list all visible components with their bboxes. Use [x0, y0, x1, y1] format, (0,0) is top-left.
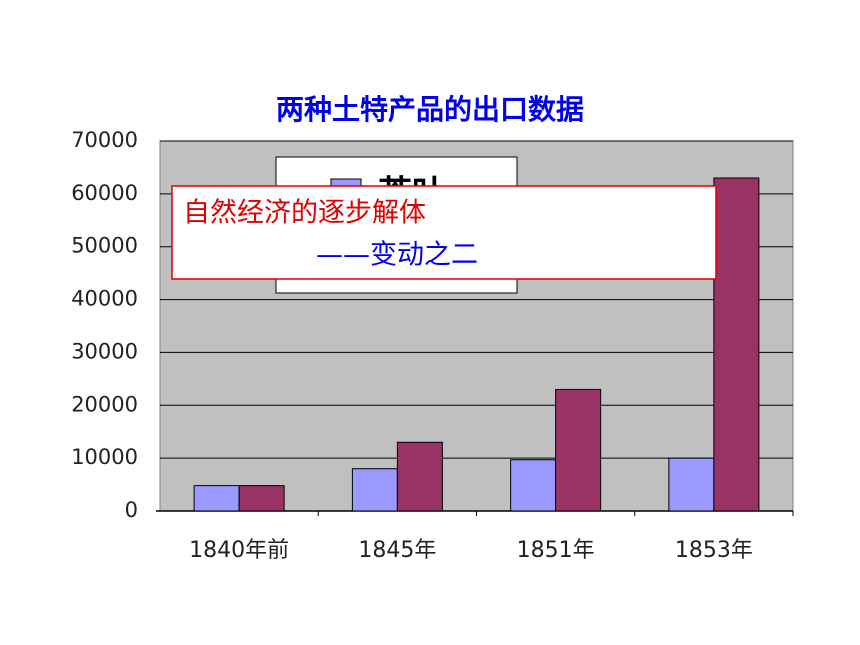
y-tick-label: 50000 — [71, 234, 138, 258]
bar — [351, 468, 398, 512]
bar — [510, 459, 557, 512]
annotation-box — [171, 185, 717, 280]
chart-title: 两种土特产品的出口数据 — [276, 93, 584, 126]
bar — [238, 485, 285, 512]
y-tick-label: 40000 — [71, 287, 138, 311]
y-tick-label: 0 — [125, 498, 138, 522]
annotation: ——变动之二 — [316, 240, 478, 271]
x-tick-label: 1853年 — [675, 538, 753, 563]
x-tick-label: 1845年 — [358, 538, 436, 563]
annotation: 自然经济的逐步解体 — [183, 198, 426, 229]
y-tick-label: 10000 — [71, 445, 138, 469]
bar — [396, 441, 443, 512]
y-tick-label: 70000 — [71, 128, 138, 152]
x-tick-label: 1851年 — [517, 538, 595, 563]
bar — [555, 388, 602, 512]
y-tick-label: 30000 — [71, 339, 138, 363]
y-tick-label: 60000 — [71, 181, 138, 205]
bar — [713, 177, 760, 512]
x-tick-label: 1840年前 — [189, 538, 289, 563]
bar — [193, 485, 240, 512]
y-tick-label: 20000 — [71, 392, 138, 416]
bar — [668, 457, 715, 512]
